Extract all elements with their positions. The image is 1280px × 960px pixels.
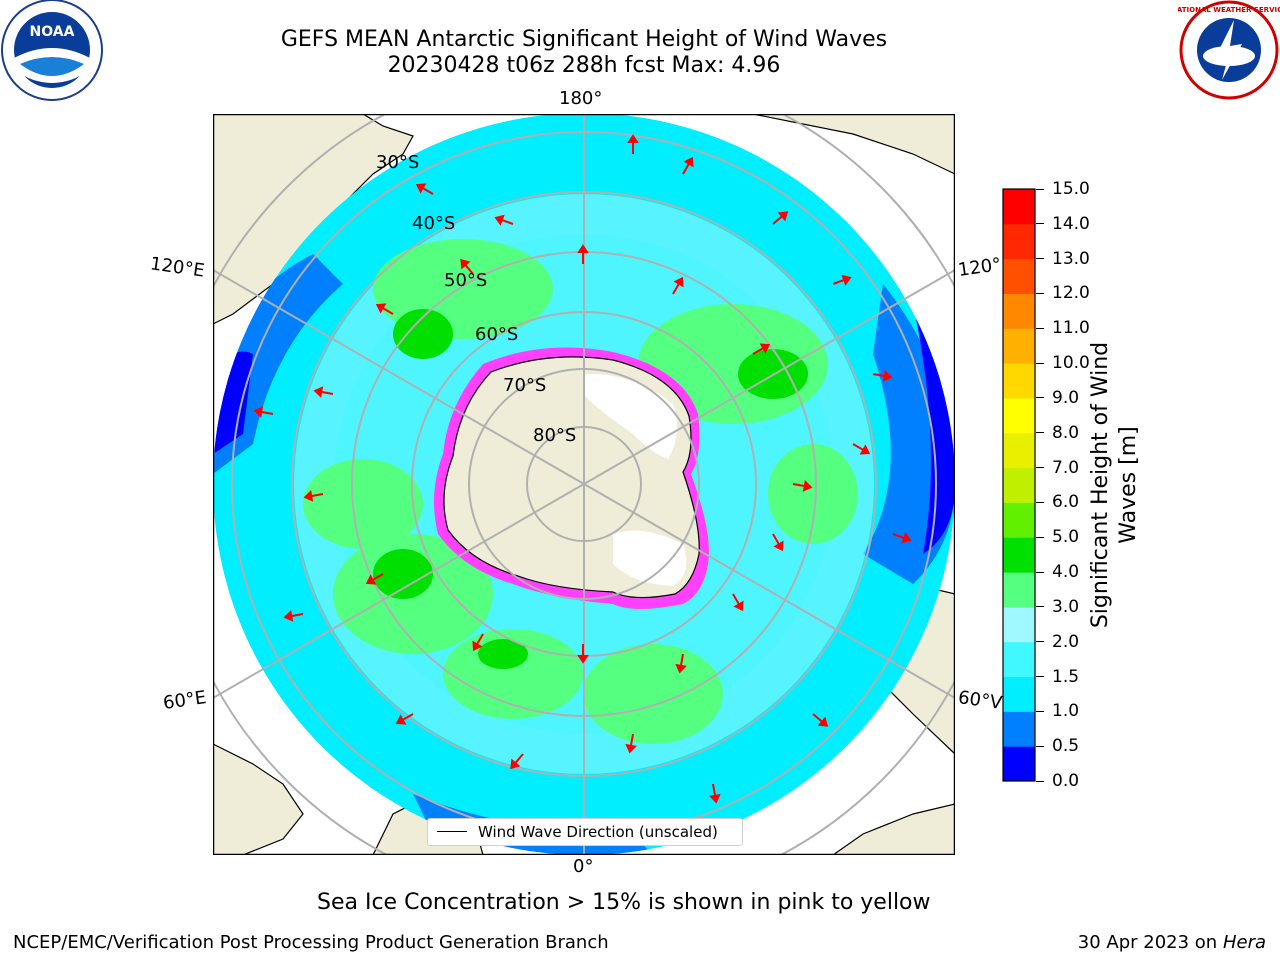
map-subtitle: 20230428 t06z 288h fcst Max: 4.96 (387, 53, 781, 78)
legend-label: Wind Wave Direction (unscaled) (478, 823, 718, 841)
colorbar-tick-mark (1036, 292, 1044, 294)
noaa-logo: NOAA (1, 0, 103, 101)
colorbar-segment (1003, 502, 1035, 538)
colorbar-tick-mark (1036, 501, 1044, 503)
colorbar-tick-label: 1.0 (1052, 701, 1080, 722)
colorbar-tick-label: 2.0 (1052, 631, 1080, 652)
colorbar-tick-label: 10.0 (1052, 353, 1090, 374)
footer-credit: NCEP/EMC/Verification Post Processing Pr… (13, 932, 609, 953)
colorbar-tick-mark (1036, 745, 1044, 747)
lat-label-80s: 80°S (533, 425, 577, 446)
colorbar-tick-label: 5.0 (1052, 527, 1080, 548)
colorbar-tick-label: 3.0 (1052, 596, 1080, 617)
colorbar-segment (1003, 189, 1035, 225)
colorbar-tick-label: 14.0 (1052, 213, 1090, 234)
map-title: GEFS MEAN Antarctic Significant Height o… (280, 27, 888, 52)
colorbar-tick-label: 15.0 (1052, 179, 1090, 199)
colorbar-tick-mark (1036, 571, 1044, 573)
colorbar-tick-label: 0.0 (1052, 771, 1080, 791)
footer-host: Hera (1222, 932, 1266, 953)
meridian-lines (213, 114, 955, 855)
colorbar-tick-mark (1036, 432, 1044, 434)
colorbar-segment (1003, 572, 1035, 608)
lat-label-50s: 50°S (444, 270, 488, 291)
colorbar-segment (1003, 432, 1035, 469)
colorbar-tick-mark (1036, 676, 1044, 678)
lat-label-40s: 40°S (412, 213, 456, 234)
colorbar-tick-label: 4.0 (1052, 562, 1080, 583)
colorbar-tick-mark (1036, 327, 1044, 329)
map-legend: Wind Wave Direction (unscaled) (427, 818, 743, 846)
noaa-logo-text: NOAA (30, 24, 75, 40)
legend-line-swatch (437, 831, 467, 832)
colorbar-segment (1003, 606, 1035, 643)
polar-map (213, 114, 955, 855)
colorbar-segment (1003, 746, 1035, 782)
colorbar-tick-label: 13.0 (1052, 248, 1090, 269)
footer-date: 30 Apr 2023 on Hera (1078, 932, 1266, 953)
nws-logo: NATIONAL WEATHER SERVICE (1178, 0, 1280, 100)
colorbar-tick-label: 0.5 (1052, 736, 1080, 757)
lon-label-120e: 120°E (148, 253, 206, 282)
lon-label-60e: 60°E (161, 687, 208, 714)
colorbar-segment (1003, 467, 1035, 503)
colorbar-tick-label: 12.0 (1052, 283, 1090, 304)
colorbar-title-line1: Significant Height of Wind (1088, 341, 1113, 629)
colorbar-tick-label: 7.0 (1052, 457, 1080, 478)
colorbar-tick-label: 11.0 (1052, 318, 1090, 339)
colorbar-tick-mark (1036, 397, 1044, 399)
colorbar-segment (1003, 223, 1035, 260)
colorbar-tick-label: 9.0 (1052, 387, 1080, 408)
colorbar-segment (1003, 328, 1035, 364)
colorbar-segment (1003, 711, 1035, 747)
colorbar-tick-label: 1.5 (1052, 666, 1080, 687)
colorbar-segment (1003, 676, 1035, 712)
colorbar-segment (1003, 293, 1035, 329)
colorbar (1002, 188, 1036, 782)
colorbar-tick-mark (1036, 780, 1044, 782)
lat-label-70s: 70°S (503, 375, 547, 396)
colorbar-segment (1003, 258, 1035, 294)
blue-band-east-dark (913, 304, 955, 554)
colorbar-tick-mark (1036, 467, 1044, 469)
colorbar-tick-mark (1036, 258, 1044, 260)
colorbar-segment (1003, 537, 1035, 573)
colorbar-tick-label: 8.0 (1052, 422, 1080, 443)
colorbar-title-line2: Waves [m] (1116, 426, 1141, 544)
lon-label-60w: 60°V (956, 687, 1004, 714)
colorbar-tick-label: 6.0 (1052, 492, 1080, 513)
lon-label-0: 0° (573, 856, 594, 877)
colorbar-tick-mark (1036, 641, 1044, 643)
colorbar-tick-mark (1036, 606, 1044, 608)
wind-wave-arrows (253, 134, 912, 804)
colorbar-segment (1003, 397, 1035, 434)
colorbar-tick-mark (1036, 362, 1044, 364)
colorbar-frame (1002, 188, 1036, 782)
nws-logo-text: NATIONAL WEATHER SERVICE (1178, 6, 1280, 14)
footer-date-text: 30 Apr 2023 on (1077, 932, 1223, 953)
lat-label-30s: 30°S (376, 152, 420, 173)
colorbar-tick-mark (1036, 223, 1044, 225)
colorbar-segment (1003, 363, 1035, 399)
lat-label-60s: 60°S (475, 324, 519, 345)
colorbar-segment (1003, 641, 1035, 678)
colorbar-tick-mark (1036, 536, 1044, 538)
lon-label-180: 180° (559, 88, 603, 109)
colorbar-tick-mark (1036, 710, 1044, 712)
colorbar-tick-mark (1036, 188, 1044, 190)
lon-label-120w: 120° (956, 254, 1003, 281)
sea-ice-note: Sea Ice Concentration > 15% is shown in … (317, 890, 931, 915)
